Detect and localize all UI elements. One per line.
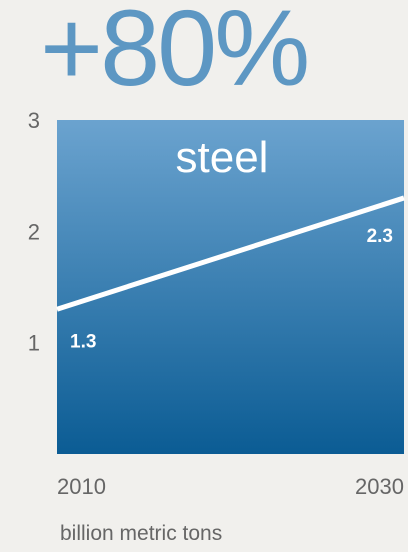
- series-line-steel: [56, 195, 405, 312]
- headline-percentage: +80%: [40, 0, 310, 108]
- unit-label: billion metric tons: [60, 522, 222, 545]
- y-tick-label: 3: [28, 108, 40, 133]
- x-tick-label: 2010: [57, 474, 106, 499]
- y-axis-ticks: 1 2 3: [28, 108, 40, 356]
- plot-background: [57, 120, 404, 454]
- y-tick-label: 2: [28, 219, 40, 244]
- series-label: steel: [176, 133, 269, 182]
- y-tick-label: 1: [28, 331, 40, 356]
- x-tick-label: 2030: [355, 474, 404, 499]
- data-labels: 1.3 2.3: [70, 226, 393, 352]
- data-label: 2.3: [367, 226, 393, 247]
- data-label: 1.3: [70, 331, 96, 352]
- x-axis-ticks: 2010 2030: [57, 474, 404, 499]
